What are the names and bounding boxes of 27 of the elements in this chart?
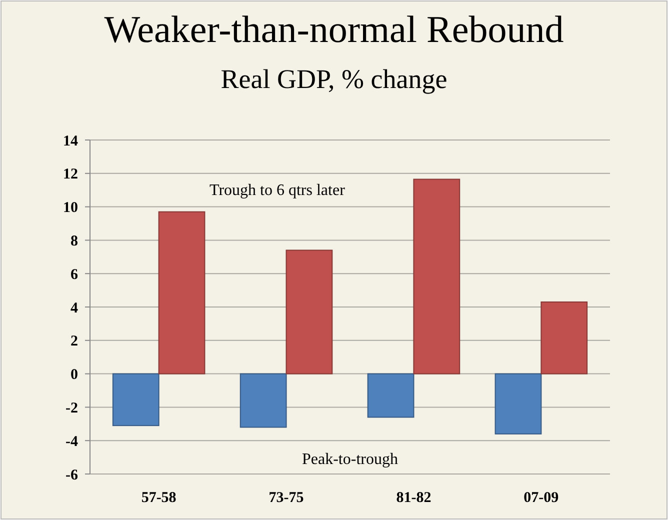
- bar: [540, 301, 588, 374]
- y-tick-label: 2: [70, 334, 78, 350]
- y-tick-label: 12: [63, 166, 78, 183]
- bar: [494, 373, 542, 434]
- x-tick-label: 57-58: [141, 490, 176, 506]
- x-tick-label: 07-09: [524, 490, 559, 506]
- y-tick-label: -4: [66, 434, 78, 450]
- bar: [413, 178, 460, 374]
- y-tick-label: 6: [70, 266, 78, 283]
- bar: [112, 373, 160, 426]
- y-tick-label: 0: [70, 367, 78, 384]
- bar: [286, 250, 333, 374]
- series-label: Peak-to-trough: [302, 450, 398, 468]
- y-tick-label: 8: [70, 233, 78, 250]
- chart-subtitle: Real GDP, % change: [220, 64, 448, 94]
- bar: [158, 211, 206, 374]
- x-tick-label: 73-75: [268, 490, 304, 506]
- series-label: Trough to 6 qtrs later: [209, 182, 346, 200]
- y-tick-label: -6: [66, 467, 78, 484]
- y-tick-label: -2: [66, 400, 78, 416]
- bar: [240, 373, 287, 428]
- y-tick-label: 14: [63, 133, 78, 150]
- bar: [367, 373, 414, 418]
- y-tick-label: 10: [63, 200, 78, 216]
- y-tick-label: 4: [70, 300, 78, 316]
- chart-title: Weaker-than-normal Rebound: [104, 9, 564, 51]
- x-tick-label: 81-82: [396, 490, 432, 506]
